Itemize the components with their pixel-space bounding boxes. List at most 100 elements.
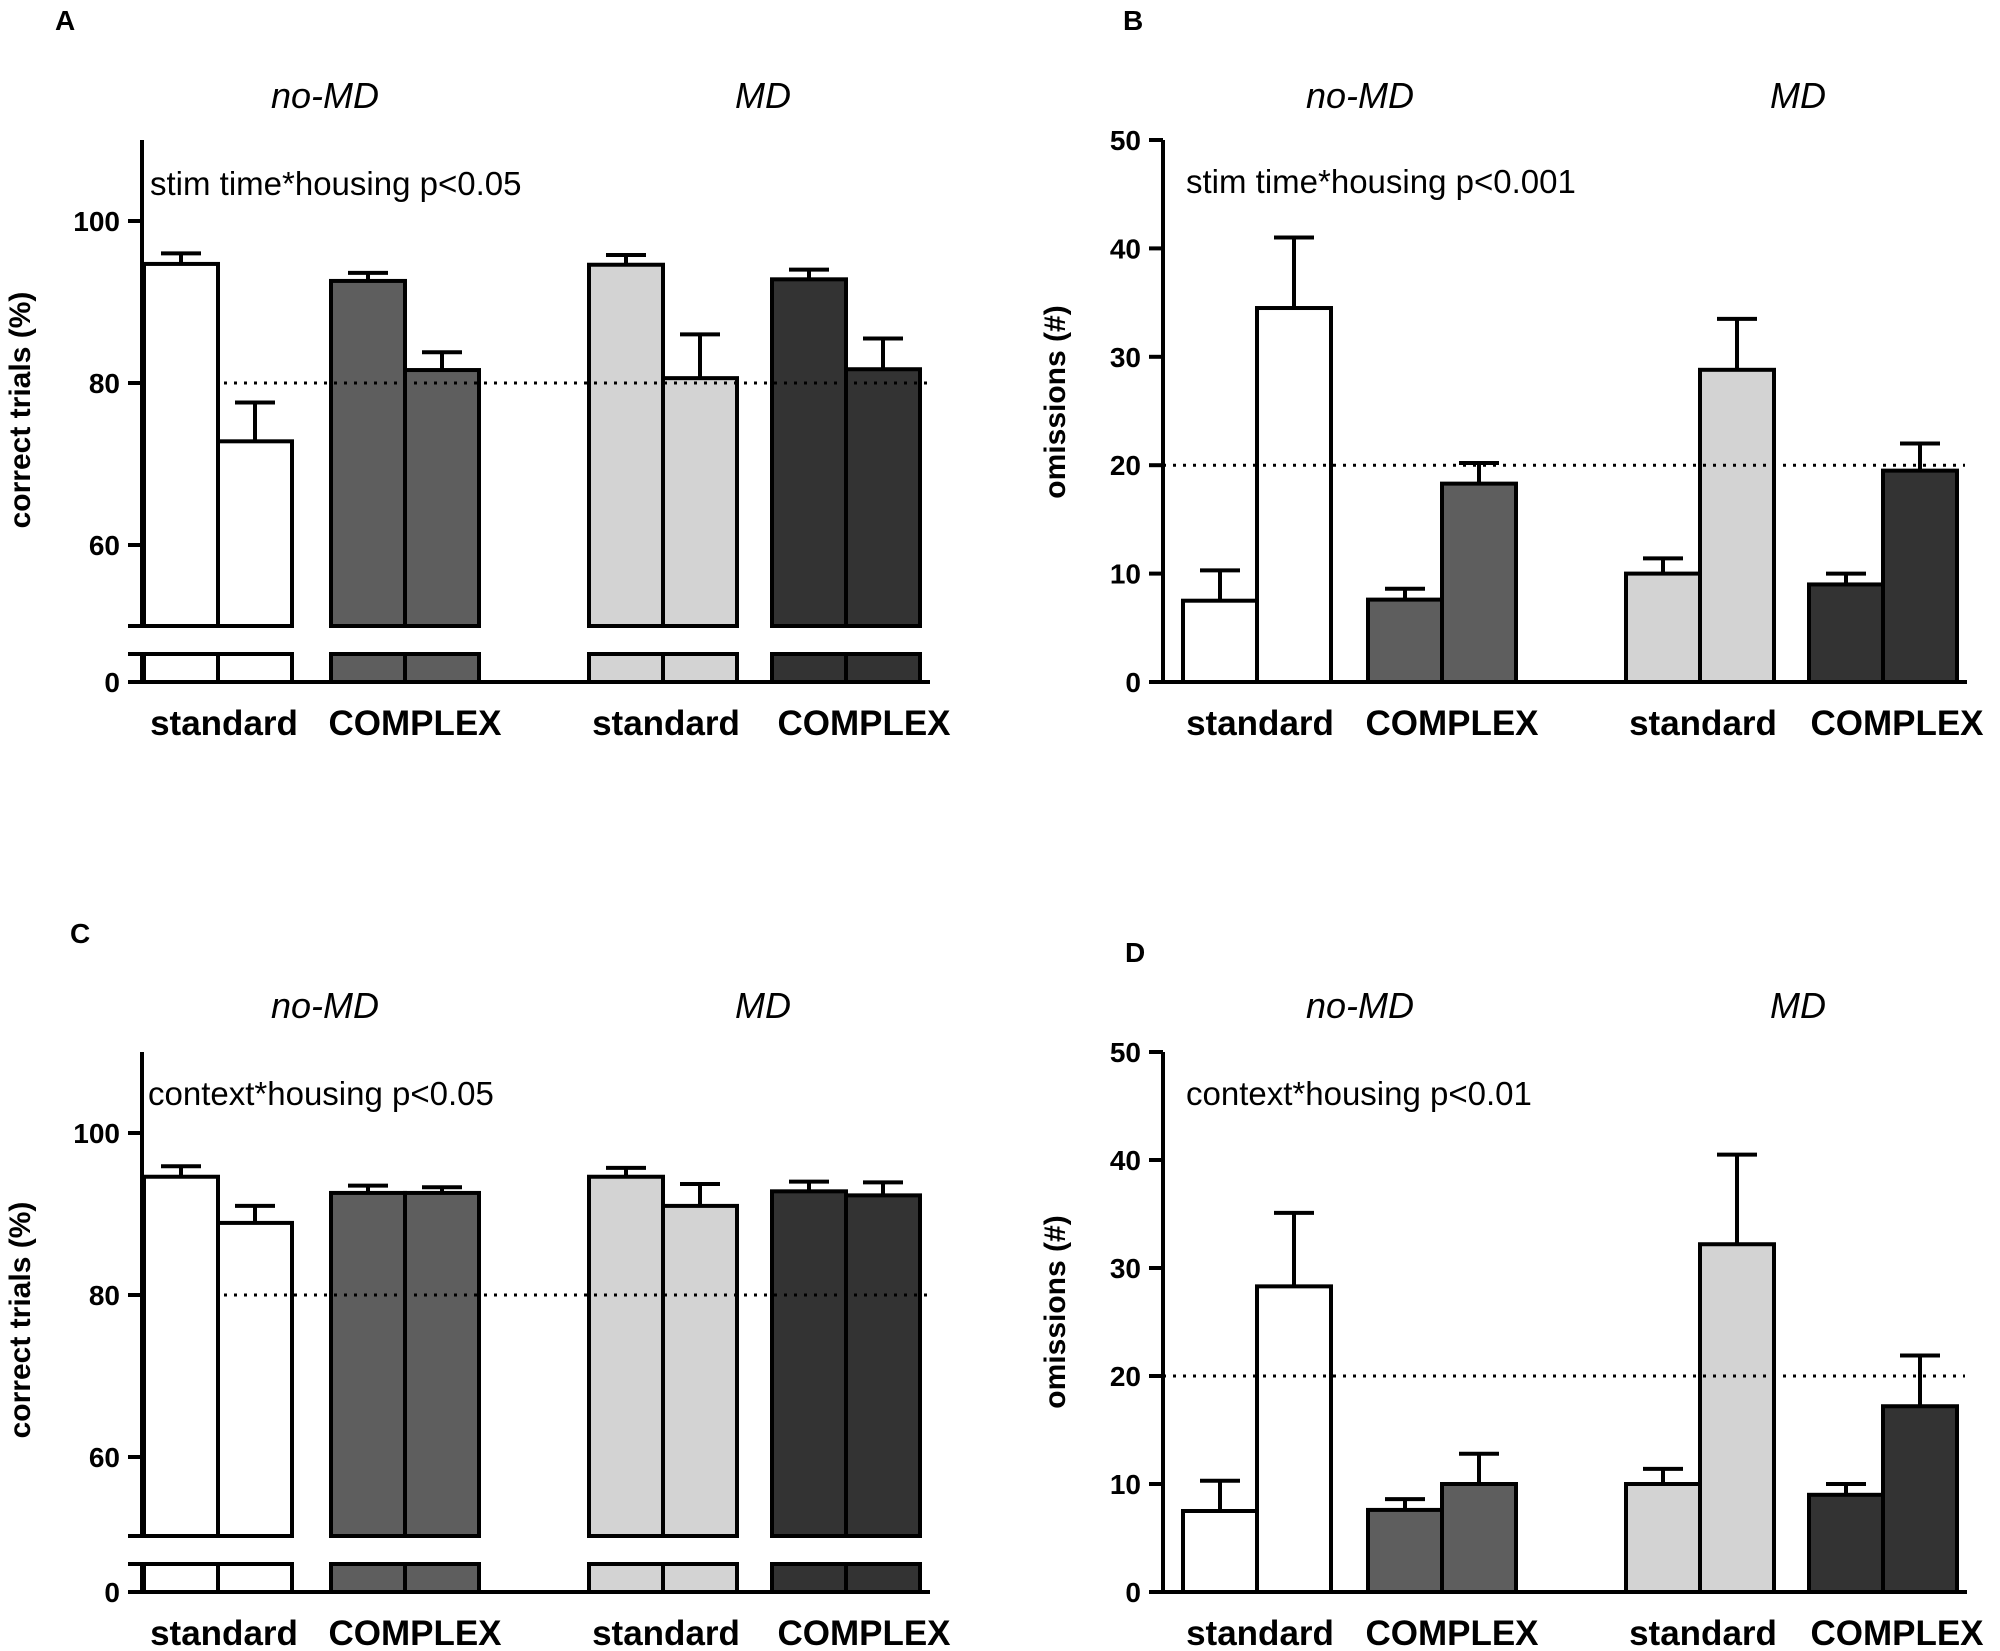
bar (1181, 1509, 1259, 1594)
y-tick-label: 50 (1110, 125, 1141, 156)
chart-axes: 0 60 80 100 (73, 140, 930, 698)
bar (329, 278, 407, 628)
y-axis-label: correct trials (%) (4, 292, 37, 529)
chart-marks (1181, 1152, 1959, 1595)
bar-stub (770, 1562, 848, 1594)
bar (587, 1174, 665, 1538)
bar (844, 367, 922, 628)
panel-c: C no-MD MD context*housing p<0.05 correc… (4, 918, 951, 1651)
bar (1181, 598, 1259, 685)
category-label: standard (1186, 1614, 1334, 1651)
y-axis-label: correct trials (%) (4, 1202, 37, 1439)
chart-marks (140, 1164, 924, 1594)
bar (1624, 1482, 1702, 1594)
stat-annotation: context*housing p<0.05 (148, 1075, 494, 1112)
bar (1807, 582, 1885, 684)
group-label-no-md: no-MD (271, 985, 379, 1026)
bar (1881, 468, 1959, 684)
bar-stub (587, 652, 665, 684)
axis-break-gap (214, 628, 296, 652)
axis-break-gap (140, 628, 222, 652)
panel-letter: D (1125, 937, 1145, 968)
y-tick-label: 60 (89, 1442, 120, 1473)
bar (587, 262, 665, 628)
bar-stub (142, 652, 220, 684)
bar (1440, 1482, 1518, 1594)
chart-axes: 0 10 20 30 40 50 (1110, 1037, 1967, 1608)
y-tick-label: 10 (1110, 1469, 1141, 1500)
axis-break-gap (768, 1538, 850, 1562)
bar-stub (216, 1562, 294, 1594)
stat-annotation: stim time*housing p<0.001 (1186, 163, 1576, 200)
category-label: standard (592, 704, 740, 743)
y-tick-label: 30 (1110, 342, 1141, 373)
bar (1366, 1507, 1444, 1595)
bar (770, 277, 848, 628)
bar-stub (329, 1562, 407, 1594)
panel-b: B no-MD MD stim time*housing p<0.001 omi… (1039, 5, 1984, 743)
chart-axes: 0 60 80 100 (73, 1052, 930, 1608)
y-tick-label: 20 (1110, 450, 1141, 481)
y-tick-label: 80 (89, 368, 120, 399)
category-label: standard (150, 704, 298, 743)
category-label: standard (1186, 704, 1334, 743)
y-tick-label: 100 (73, 1118, 120, 1149)
category-label: COMPLEX (1810, 1614, 1984, 1651)
panel-a: A no-MD MD stim time*housing p<0.05 corr… (4, 5, 951, 743)
panel-letter: C (70, 918, 90, 949)
category-label: COMPLEX (777, 704, 951, 743)
y-tick-label: 0 (1125, 1577, 1141, 1608)
category-label: COMPLEX (1365, 1614, 1539, 1651)
category-label: standard (1629, 704, 1777, 743)
group-label-md: MD (735, 75, 791, 116)
bar-stub (661, 1562, 739, 1594)
bar-stub (844, 1562, 922, 1594)
bar (844, 1193, 922, 1538)
category-label: COMPLEX (328, 1614, 502, 1651)
group-label-no-md: no-MD (1306, 985, 1414, 1026)
y-tick-label: 0 (1125, 667, 1141, 698)
axis-break-gap (214, 1538, 296, 1562)
y-tick-label: 40 (1110, 1145, 1141, 1176)
y-tick-label: 40 (1110, 233, 1141, 264)
y-tick-label: 50 (1110, 1037, 1141, 1068)
category-label: COMPLEX (1365, 704, 1539, 743)
y-tick-label: 100 (73, 206, 120, 237)
axis-break-gap (401, 628, 483, 652)
category-label: COMPLEX (328, 704, 502, 743)
bar (142, 261, 220, 628)
category-label: standard (1629, 1614, 1777, 1651)
y-axis-label: omissions (#) (1039, 305, 1072, 498)
bar-stub (329, 652, 407, 684)
axis-break-gap (585, 628, 667, 652)
y-tick-label: 30 (1110, 1253, 1141, 1284)
bar-stub (142, 1562, 220, 1594)
stat-annotation: stim time*housing p<0.05 (150, 165, 521, 202)
panel-d: D no-MD MD context*housing p<0.01 omissi… (1039, 937, 1984, 1651)
group-label-md: MD (735, 985, 791, 1026)
panel-letter: A (55, 5, 75, 36)
category-label: standard (592, 1614, 740, 1651)
chart-axes: 0 10 20 30 40 50 (1110, 125, 1967, 698)
group-label-md: MD (1770, 985, 1826, 1026)
bar (1807, 1492, 1885, 1595)
axis-break-gap (768, 628, 850, 652)
axis-break-gap (842, 1538, 924, 1562)
bar-stub (661, 652, 739, 684)
bar-stub (770, 652, 848, 684)
stat-annotation: context*housing p<0.01 (1186, 1075, 1532, 1112)
bar (770, 1189, 848, 1538)
y-tick-label: 80 (89, 1280, 120, 1311)
y-axis-label: omissions (#) (1039, 1215, 1072, 1408)
bar (661, 1203, 739, 1539)
bar (1255, 1284, 1333, 1594)
bar (1698, 1242, 1776, 1594)
y-tick-label: 60 (89, 530, 120, 561)
y-tick-label: 0 (104, 1577, 120, 1608)
bar (661, 376, 739, 629)
bar (142, 1174, 220, 1538)
bar-stub (216, 652, 294, 684)
panel-letter: B (1123, 5, 1143, 36)
category-label: standard (150, 1614, 298, 1651)
axis-break-gap (659, 1538, 741, 1562)
